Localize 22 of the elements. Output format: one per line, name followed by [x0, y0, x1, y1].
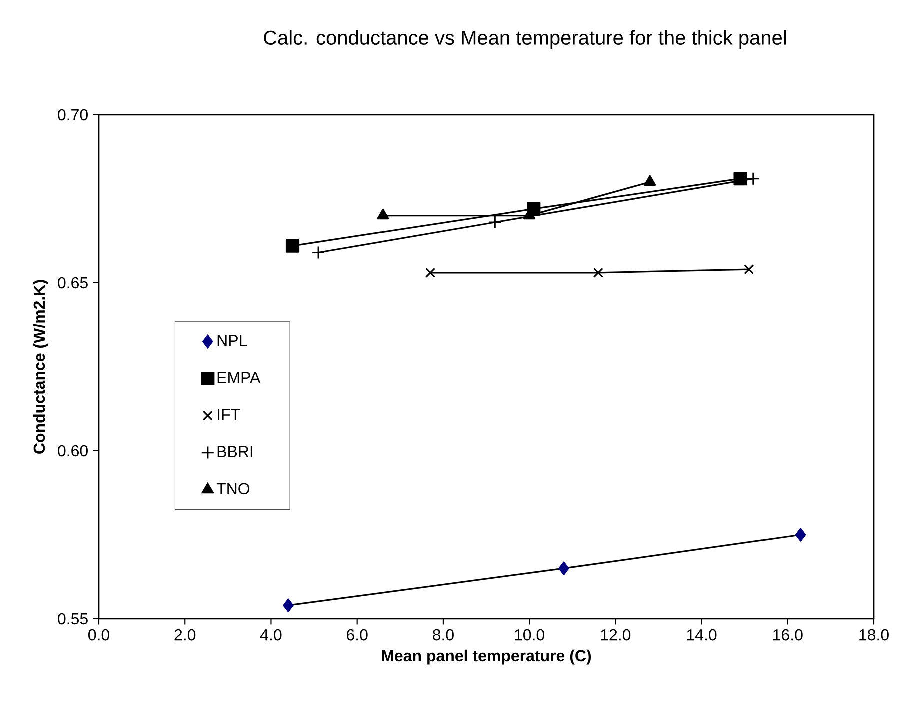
x-tick-label: 8.0	[433, 629, 454, 641]
y-tick-label: 0.70	[58, 109, 88, 121]
x-tick-label: 4.0	[260, 629, 282, 641]
x-tick-label: 16.0	[774, 629, 803, 641]
x-tick-label: 2.0	[174, 629, 196, 641]
legend-label: TNO	[216, 483, 250, 495]
x-tick-label: 6.0	[347, 629, 368, 641]
x-tick-label: 14.0	[687, 629, 717, 641]
legend-label: BBRI	[218, 446, 252, 458]
chart-title: Calc. conductance vs Mean temperature for the thick panel	[264, 30, 786, 49]
x-tick-label: 10.0	[515, 629, 545, 641]
y-tick-label: 0.55	[58, 613, 88, 625]
legend-label: EMPA	[218, 372, 261, 384]
y-tick-label: 0.65	[58, 277, 88, 289]
x-tick-label: 12.0	[601, 629, 631, 641]
y-tick-label: 0.60	[58, 445, 88, 457]
legend-label: IFT	[218, 409, 240, 420]
y-axis-title: Conductance (W/m2.K)	[33, 280, 48, 454]
x-axis-title: Mean panel temperature (C)	[382, 650, 592, 665]
x-tick-label: 18.0	[860, 629, 889, 641]
x-tick-label: 0.0	[88, 629, 110, 641]
legend-label: NPL	[218, 335, 248, 346]
